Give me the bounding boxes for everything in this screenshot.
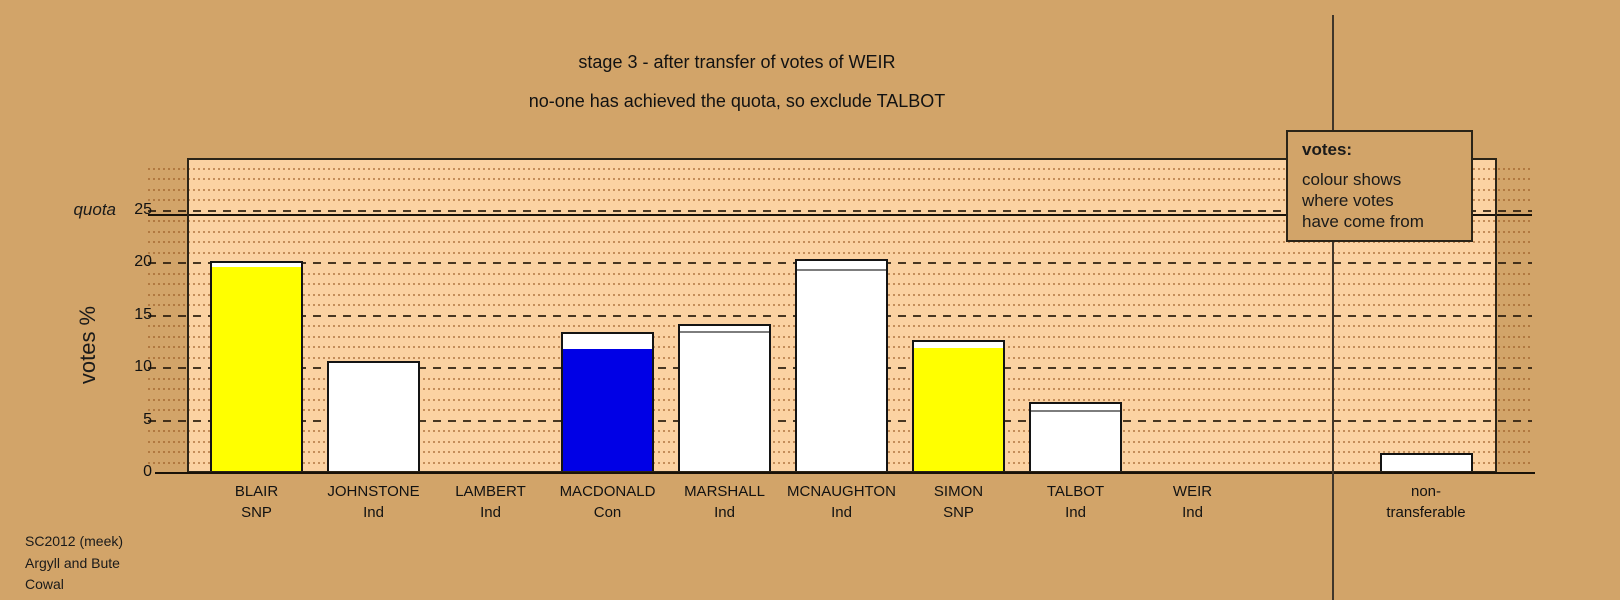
bar	[795, 258, 888, 473]
candidate-name: non-	[1410, 483, 1442, 500]
category-label: non-transferable	[1361, 481, 1491, 523]
bar-segment	[212, 263, 301, 268]
y-tick-label: 5	[143, 410, 152, 428]
category-label: MCNAUGHTON Ind	[777, 481, 907, 523]
bar-segment	[212, 267, 301, 473]
gridline-minor	[148, 199, 1532, 201]
candidate-name: LAMBERT	[455, 483, 526, 500]
gridline-minor	[148, 230, 1532, 233]
candidate-name: WEIR	[1172, 483, 1213, 500]
candidate-name: TALBOT	[1046, 483, 1105, 500]
bar-segment	[329, 371, 418, 473]
category-label: JOHNSTONE Ind	[309, 481, 439, 523]
bar	[1379, 453, 1473, 473]
bar-segment	[680, 326, 769, 332]
bar	[678, 324, 771, 473]
gridline-minor	[148, 220, 1532, 222]
bar-segment	[797, 269, 886, 278]
legend-text-line: where votes	[1302, 191, 1394, 210]
bar-segment	[914, 342, 1003, 349]
legend-box: votes: colour shows where votes have com…	[1286, 130, 1473, 242]
y-tick-label: 15	[134, 305, 152, 323]
bar	[210, 261, 303, 473]
candidate-party: transferable	[1386, 504, 1466, 521]
gridline-minor	[148, 241, 1532, 243]
bar-segment	[1381, 455, 1471, 466]
candidate-name: MCNAUGHTON	[787, 483, 896, 500]
candidate-party: Ind	[831, 504, 852, 521]
source-caption-line: Cowal	[25, 576, 64, 592]
bar-segment	[680, 331, 769, 338]
candidate-name: MACDONALD	[559, 483, 656, 500]
bar-segment	[797, 277, 886, 473]
gridline-minor	[148, 178, 1532, 180]
bar-segment	[1031, 410, 1120, 414]
y-tick-label: 20	[134, 253, 152, 270]
legend-text-line: have come from	[1302, 212, 1424, 231]
candidate-party: Ind	[714, 504, 735, 521]
gridline-minor	[148, 251, 1532, 254]
bar-segment	[563, 349, 652, 473]
chart-title: stage 3 - after transfer of votes of WEI…	[578, 52, 896, 72]
candidate-party: SNP	[241, 504, 272, 521]
candidate-name: JOHNSTONE	[327, 483, 420, 500]
bar-segment	[1381, 465, 1471, 473]
source-caption: SC2012 (meek) Argyll and Bute Cowal	[25, 531, 123, 596]
legend-text-line: colour shows	[1302, 170, 1402, 189]
quota-line	[148, 214, 1532, 216]
candidate-name: SIMON	[933, 483, 984, 500]
bar-segment	[1031, 413, 1120, 473]
candidate-party: Ind	[1182, 504, 1203, 521]
bar	[327, 361, 420, 473]
bar	[912, 340, 1005, 473]
candidate-name: BLAIR	[234, 483, 279, 500]
y-tick-label: 0	[143, 463, 152, 480]
legend-heading: votes:	[1302, 140, 1353, 159]
bar-segment	[797, 260, 886, 270]
category-label: SIMON SNP	[894, 481, 1024, 523]
gridline-minor	[148, 188, 1532, 191]
gridline-major	[148, 209, 1532, 212]
bar-segment	[563, 334, 652, 350]
source-caption-line: SC2012 (meek)	[25, 533, 124, 549]
non-transferable-separator-line	[1332, 15, 1334, 600]
candidate-party: Ind	[363, 504, 384, 521]
quota-label: quota	[73, 200, 116, 219]
bar-segment	[329, 363, 418, 372]
x-axis-line	[155, 472, 1535, 474]
candidate-party: SNP	[943, 504, 974, 521]
category-label: MARSHALL Ind	[660, 481, 790, 523]
category-label: WEIR Ind	[1128, 481, 1258, 523]
y-tick-label: 25	[134, 200, 152, 218]
y-axis-title: votes %	[75, 305, 100, 385]
candidate-party: Ind	[480, 504, 501, 521]
gridline-minor	[148, 167, 1532, 170]
bar-segment	[914, 348, 1003, 473]
category-label: MACDONALD Con	[543, 481, 673, 523]
chart-subtitle: no-one has achieved the quota, so exclud…	[528, 91, 946, 111]
candidate-party: Con	[593, 504, 622, 521]
bar	[561, 332, 654, 473]
y-tick-label: 10	[134, 358, 152, 375]
category-label: TALBOT Ind	[1011, 481, 1141, 523]
bar-segment	[680, 337, 769, 473]
bar-segment	[1031, 404, 1120, 410]
candidate-party: Ind	[1065, 504, 1086, 521]
category-label: LAMBERT Ind	[426, 481, 556, 523]
candidate-name: MARSHALL	[684, 483, 765, 500]
bar	[1029, 402, 1122, 473]
source-caption-line: Argyll and Bute	[25, 554, 120, 571]
category-label: BLAIR SNP	[192, 481, 322, 523]
